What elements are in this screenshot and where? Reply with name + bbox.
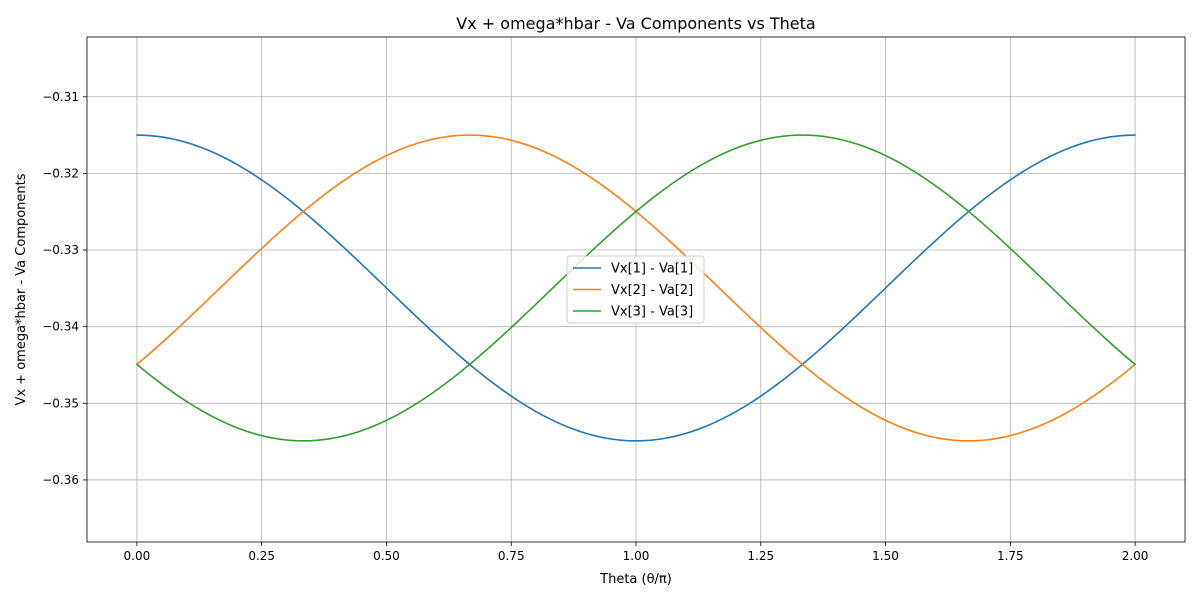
- x-axis-ticks: 0.00 0.25 0.50 0.75 1.00 1.25 1.50 1.75 2.00: [124, 542, 1149, 563]
- series-lines: [136, 134, 1136, 442]
- y-tick-label: −0.34: [42, 320, 79, 334]
- x-tick-label: 1.75: [997, 549, 1024, 563]
- legend-label-1: Vx[1] - Va[1]: [611, 262, 693, 277]
- x-tick-label: 0.25: [248, 549, 275, 563]
- chart-title: Vx + omega*hbar - Va Components vs Theta: [456, 14, 815, 33]
- x-tick-label: 1.00: [623, 549, 650, 563]
- y-tick-label: −0.32: [42, 166, 79, 180]
- series-line-3: [136, 134, 1136, 442]
- y-tick-label: −0.33: [42, 243, 79, 257]
- x-tick-label: 1.25: [747, 549, 774, 563]
- y-axis-label: Vx + omega*hbar - Va Components: [14, 173, 29, 405]
- y-axis-ticks: −0.36 −0.35 −0.34 −0.33 −0.32 −0.31: [42, 90, 87, 487]
- legend: Vx[1] - Va[1] Vx[2] - Va[2] Vx[3] - Va[3]: [566, 255, 705, 324]
- y-tick-label: −0.31: [42, 90, 79, 104]
- y-tick-label: −0.35: [42, 396, 79, 410]
- legend-label-2: Vx[2] - Va[2]: [611, 283, 693, 298]
- x-tick-label: 0.00: [124, 549, 151, 563]
- grid: [87, 37, 1185, 542]
- x-tick-label: 0.50: [373, 549, 400, 563]
- x-axis-label: Theta (θ/π): [599, 572, 672, 587]
- legend-label-3: Vx[3] - Va[3]: [611, 305, 693, 320]
- legend-box: [566, 255, 705, 324]
- x-tick-label: 1.50: [872, 549, 899, 563]
- x-tick-label: 0.75: [498, 549, 525, 563]
- y-tick-label: −0.36: [42, 473, 79, 487]
- x-tick-label: 2.00: [1122, 549, 1149, 563]
